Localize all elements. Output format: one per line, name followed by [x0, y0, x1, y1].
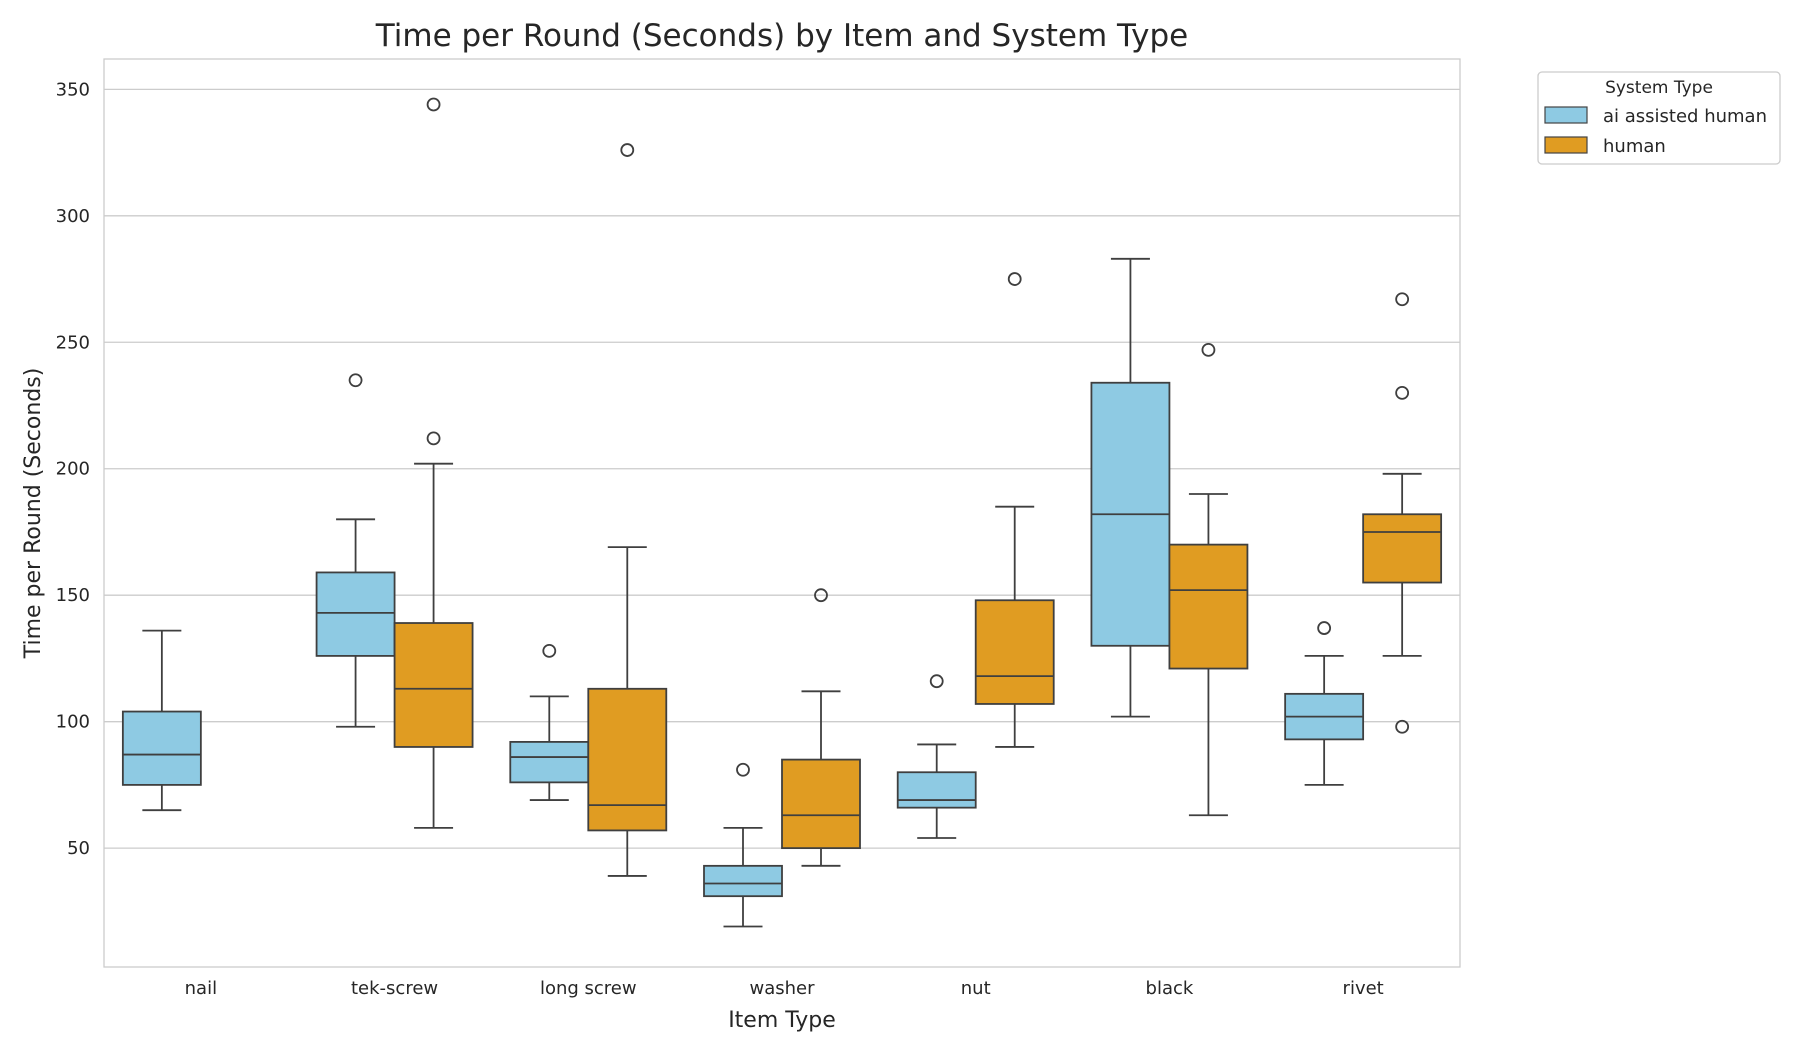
box-iqr [703, 864, 783, 898]
x-tick-label: long screw [540, 978, 637, 999]
box-ai-assisted-human-rivet [1284, 621, 1365, 786]
box-human-rivet [1362, 292, 1443, 734]
outlier-point [1395, 719, 1410, 734]
chart-title: Time per Round (Seconds) by Item and Sys… [375, 18, 1188, 54]
box-iqr [587, 687, 668, 832]
y-tick-label: 100 [56, 712, 90, 733]
boxes [121, 97, 1443, 928]
box-iqr [1362, 513, 1443, 584]
outlier-point [1395, 385, 1410, 400]
outlier-point [620, 143, 635, 157]
legend-swatch-ai-assisted-human [1544, 106, 1588, 124]
outlier-point [426, 431, 441, 446]
x-tick-label: nail [185, 978, 217, 999]
outlier-point [1201, 342, 1216, 357]
grid [104, 88, 1460, 849]
box-ai-assisted-human-black [1090, 257, 1171, 718]
box-iqr [121, 710, 202, 786]
outlier-point [814, 588, 828, 603]
box-iqr [315, 571, 396, 657]
box-ai-assisted-human-washer [703, 762, 783, 928]
y-tick-label: 300 [56, 206, 90, 227]
box-ai-assisted-human-long-screw [509, 643, 590, 801]
x-tick-label: rivet [1343, 978, 1384, 999]
outlier-point [929, 674, 944, 689]
box-ai-assisted-human-nail [121, 629, 202, 812]
y-axis-label: Time per Round (Seconds) [21, 368, 46, 660]
legend-frame [1537, 71, 1781, 165]
outlier-point [1395, 292, 1410, 307]
box-ai-assisted-human-tek-screw [315, 373, 396, 728]
legend: System Type ai assisted human human [1537, 71, 1781, 165]
box-iqr [509, 740, 590, 784]
box-iqr [896, 771, 977, 809]
box-human-black [1168, 342, 1249, 817]
box-ai-assisted-human-nut [896, 674, 977, 839]
box-iqr [781, 758, 861, 850]
x-axis: nail tek-screw long screw washer nut black riv… [185, 978, 1384, 999]
x-tick-label: tek-screw [351, 978, 438, 999]
outlier-point [348, 373, 363, 388]
outlier-point [1007, 272, 1022, 286]
y-tick-label: 250 [56, 332, 90, 353]
outlier-point [736, 762, 750, 777]
legend-label-human: human [1603, 136, 1666, 157]
x-tick-label: nut [961, 978, 991, 999]
outlier-point [426, 97, 441, 112]
box-human-nut [974, 272, 1055, 748]
box-iqr [393, 622, 474, 748]
plot-frame [103, 58, 1461, 968]
x-tick-label: washer [749, 978, 815, 999]
box-human-long-screw [587, 143, 668, 877]
box-human-washer [781, 588, 861, 867]
x-axis-label: Item Type [728, 1008, 836, 1033]
legend-swatch-human [1544, 136, 1588, 154]
outlier-point [542, 643, 557, 658]
y-tick-label: 150 [56, 585, 90, 606]
y-tick-label: 50 [67, 838, 90, 859]
outlier-point [1317, 621, 1332, 635]
legend-label-ai-assisted-human: ai assisted human [1603, 106, 1767, 127]
y-tick-label: 350 [56, 79, 90, 100]
y-axis: 50 100 150 200 250 300 350 [56, 79, 90, 859]
box-human-tek-screw [393, 97, 474, 829]
box-iqr [1168, 543, 1249, 670]
x-tick-label: black [1146, 978, 1194, 999]
legend-title: System Type [1605, 78, 1713, 98]
box-iqr [974, 599, 1055, 705]
y-tick-label: 200 [56, 459, 90, 480]
